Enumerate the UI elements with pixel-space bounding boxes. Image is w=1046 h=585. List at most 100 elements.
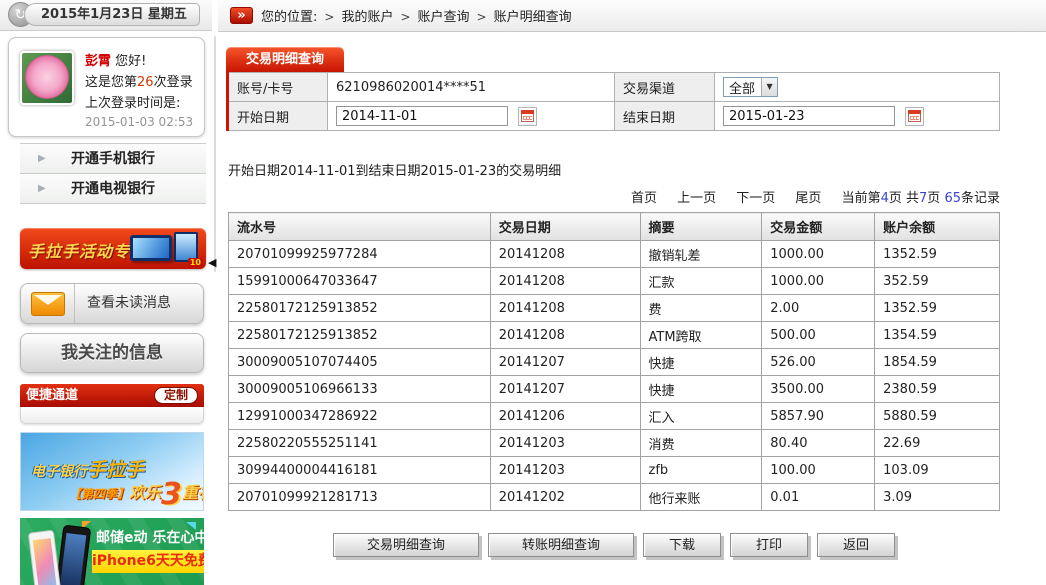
table-cell: 2.00 [761, 294, 876, 322]
ebank-banner-line2: 【第四季】欢乐3重礼 [69, 477, 203, 510]
table-row: 22580172125913852 20141208 ATM跨取 500.00 1354… [228, 321, 1000, 349]
iphone-banner-band: iPhone6天天免费抽 [92, 550, 204, 573]
table-cell: 3.09 [874, 483, 1000, 511]
end-date-input[interactable] [723, 106, 895, 126]
table-cell: 526.00 [761, 348, 876, 376]
end-date-label: 结束日期 [614, 101, 715, 131]
ebank-text-c: 【第四季】 [69, 487, 130, 501]
tab-transaction-detail-query[interactable]: 交易明细查询 [226, 47, 344, 72]
pagination: 首页 上一页 下一页 尾页 当前第4页 共7页 65条记录 [631, 187, 1000, 206]
table-cell: 352.59 [874, 267, 1000, 295]
confetti-icon [186, 522, 196, 530]
sidebar-divider [214, 36, 216, 272]
table-cell: 1000.00 [761, 267, 876, 295]
confetti-icon [82, 521, 91, 529]
breadcrumb-chevrons-icon: » [230, 7, 253, 24]
total-records-number: 65 [944, 191, 961, 206]
table-cell: 100.00 [761, 456, 876, 484]
download-button[interactable]: 下载 [643, 533, 721, 557]
table-cell: 20141208 [489, 321, 641, 349]
back-button[interactable]: 返回 [817, 533, 895, 557]
table-cell: 22580172125913852 [228, 321, 491, 349]
top-bar-left: ↻ 2015年1月23日 星期五 [0, 0, 212, 31]
table-cell: 撤销轧差 [639, 240, 763, 268]
start-date-input[interactable] [336, 106, 508, 126]
table-cell: 22580172125913852 [228, 294, 491, 322]
login-count-line: 这是您第26次登录 [85, 71, 193, 90]
mail-icon-cell [21, 284, 75, 323]
table-cell: 他行来账 [639, 483, 763, 511]
sidebar-menu-item-label: 开通电视银行 [71, 181, 155, 197]
table-cell: ATM跨取 [639, 321, 763, 349]
chevron-down-icon: ▼ [761, 78, 778, 96]
ebank-text-d: 欢乐 [129, 483, 162, 502]
channel-select[interactable]: 全部 ▼ [723, 77, 779, 97]
last-page-link[interactable]: 尾页 [795, 191, 822, 206]
arrow-right-icon: ▶ [38, 183, 46, 194]
iphone-promo-banner[interactable]: 邮储e动 乐在心中 iPhone6天天免费抽 [20, 518, 204, 585]
sidebar-menu-item[interactable]: ▶ 开通电视银行 [20, 174, 206, 204]
transaction-detail-query-button[interactable]: 交易明细查询 [333, 533, 479, 557]
start-date-calendar-icon[interactable] [518, 106, 538, 126]
ebank-promo-banner[interactable]: 电子银行手拉手 【第四季】欢乐3重礼 [20, 432, 204, 511]
table-cell: 20141207 [489, 375, 641, 403]
table-header-row: 流水号 交易日期 摘要 交易金额 账户余额 [228, 212, 1000, 241]
end-date-calendar-icon[interactable] [905, 106, 925, 126]
action-buttons: 交易明细查询 转账明细查询 下载 打印 返回 [228, 533, 1000, 557]
table-cell: 30994400004416181 [228, 456, 491, 484]
iphone-banner-line2: iPhone6天天免费抽 [92, 553, 204, 569]
login-prefix: 这是您第 [85, 75, 138, 90]
breadcrumb-separator: > [476, 10, 487, 24]
customize-button[interactable]: 定制 [153, 387, 198, 404]
user-panel: 彭霄 您好! 这是您第26次登录 上次登录时间是: 2015-01-03 02:… [8, 37, 205, 137]
account-label: 账号/卡号 [227, 72, 328, 102]
current-page-number: 4 [880, 191, 889, 206]
table-cell: zfb [639, 456, 763, 484]
table-cell: 15991000647033647 [228, 267, 491, 295]
quick-channel-body [20, 407, 204, 424]
table-cell: 500.00 [761, 321, 876, 349]
collapse-sidebar-icon[interactable]: ◀ [208, 256, 217, 269]
table-cell: 22.69 [874, 429, 1000, 457]
login-count: 26 [137, 75, 154, 90]
date-display: 2015年1月23日 星期五 [24, 3, 200, 26]
sidebar-menu-item-label: 开通手机银行 [71, 151, 155, 167]
breadcrumb-item[interactable]: 我的账户 [341, 10, 394, 25]
user-greeting: 彭霄 您好! [85, 50, 146, 69]
table-cell: 20141208 [489, 240, 641, 268]
last-login-label: 上次登录时间是: [85, 96, 181, 111]
print-button[interactable]: 打印 [730, 533, 808, 557]
breadcrumb-item[interactable]: 账户查询 [417, 10, 470, 25]
account-value: 6210986020014****51 [327, 72, 615, 102]
ebank-banner-line1: 电子银行手拉手 [31, 455, 144, 482]
table-cell: 20141207 [489, 348, 641, 376]
watched-info-button[interactable]: 我关注的信息 [20, 333, 204, 373]
table-cell: 1352.59 [874, 294, 1000, 322]
table-cell: 3500.00 [761, 375, 876, 403]
mail-icon [31, 292, 65, 316]
transfer-detail-query-button[interactable]: 转账明细查询 [488, 533, 634, 557]
ebank-text-e: 重礼 [181, 483, 203, 502]
first-page-link[interactable]: 首页 [630, 191, 657, 206]
quick-channel-title: 便捷通道 [26, 388, 79, 403]
activity-zone-banner[interactable]: 手拉手活动专区 10 [20, 228, 206, 269]
prev-page-link[interactable]: 上一页 [677, 191, 717, 206]
channel-label: 交易渠道 [614, 72, 715, 102]
avatar [20, 51, 74, 105]
table-cell: 1352.59 [874, 240, 1000, 268]
table-row: 12991000347286922 20141206 汇入 5857.90 5880.5… [228, 402, 1000, 430]
tv-icon [174, 232, 198, 262]
breadcrumb-item[interactable]: 账户明细查询 [493, 10, 572, 25]
table-cell: 1854.59 [874, 348, 1000, 376]
arrow-right-icon: ▶ [38, 153, 46, 164]
query-form: 账号/卡号 6210986020014****51 交易渠道 全部 ▼ 开始日期… [226, 72, 1000, 131]
next-page-link[interactable]: 下一页 [736, 191, 776, 206]
view-unread-messages-button[interactable]: 查看未读消息 [20, 283, 204, 324]
table-cell: 30009005106966133 [228, 375, 491, 403]
breadcrumb-separator: > [324, 10, 335, 24]
table-cell: 1000.00 [761, 240, 876, 268]
sidebar-menu-item[interactable]: ▶ 开通手机银行 [20, 144, 206, 174]
table-cell: 20141206 [489, 402, 641, 430]
ebank-text-b: 手拉手 [87, 459, 145, 481]
computer-icon [130, 235, 172, 261]
